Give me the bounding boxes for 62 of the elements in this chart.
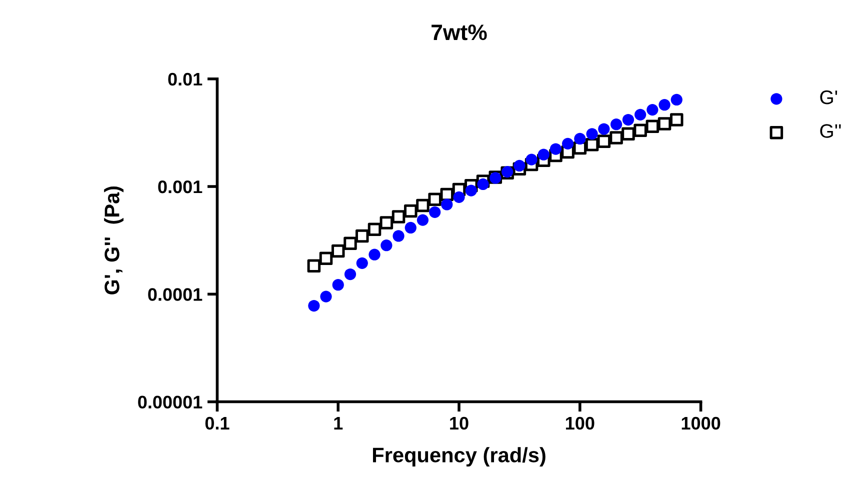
point bbox=[670, 94, 682, 106]
x-tick-label: 0.1 bbox=[205, 416, 230, 430]
point bbox=[538, 148, 550, 160]
point bbox=[344, 236, 357, 250]
point bbox=[598, 123, 610, 135]
point bbox=[441, 198, 453, 210]
point bbox=[429, 206, 441, 218]
y-tick-label: 0.001 bbox=[158, 180, 202, 194]
point bbox=[453, 191, 465, 203]
point bbox=[646, 120, 660, 134]
point bbox=[392, 230, 404, 242]
x-tick-label: 100 bbox=[566, 416, 594, 430]
point bbox=[404, 204, 418, 218]
point bbox=[356, 229, 369, 243]
point bbox=[392, 210, 406, 224]
point bbox=[332, 279, 344, 291]
point bbox=[658, 99, 670, 111]
point bbox=[380, 240, 392, 252]
point bbox=[320, 290, 332, 302]
point bbox=[622, 127, 635, 141]
point bbox=[634, 124, 647, 138]
point bbox=[562, 138, 574, 150]
point bbox=[670, 113, 684, 126]
point bbox=[634, 108, 646, 120]
point bbox=[331, 244, 345, 258]
point bbox=[380, 216, 394, 230]
point bbox=[307, 259, 321, 273]
x-tick-label: 1000 bbox=[682, 416, 720, 430]
point bbox=[404, 222, 416, 234]
chart-title: 7wt% bbox=[432, 24, 487, 40]
point bbox=[416, 214, 429, 226]
point bbox=[622, 114, 634, 126]
point bbox=[344, 268, 356, 280]
point bbox=[428, 192, 442, 206]
point bbox=[585, 138, 599, 152]
y-tick-label: 0.0001 bbox=[148, 288, 202, 301]
y-tick-label: 0.00001 bbox=[138, 396, 202, 409]
point bbox=[465, 184, 477, 196]
point bbox=[368, 222, 382, 236]
point bbox=[646, 104, 658, 116]
x-axis-title: Frequency (rad/s) bbox=[373, 447, 546, 467]
legend-label: G'' bbox=[820, 124, 841, 138]
x-tick-label: 10 bbox=[450, 416, 468, 430]
point bbox=[526, 154, 538, 166]
point bbox=[610, 131, 623, 144]
point bbox=[368, 248, 380, 260]
point bbox=[658, 117, 672, 130]
point bbox=[308, 300, 320, 312]
point bbox=[514, 160, 526, 172]
point bbox=[319, 252, 333, 266]
point bbox=[550, 143, 562, 155]
legend-label: G' bbox=[820, 90, 838, 104]
point bbox=[477, 178, 489, 190]
x-tick-label: 1 bbox=[334, 417, 343, 430]
y-axis-title: G', G'' (Pa) bbox=[104, 186, 124, 294]
point bbox=[356, 257, 368, 269]
point bbox=[610, 118, 622, 130]
point bbox=[416, 198, 430, 212]
point bbox=[574, 132, 586, 145]
point bbox=[586, 128, 598, 140]
point bbox=[597, 134, 611, 148]
y-tick-label: 0.01 bbox=[168, 72, 202, 86]
